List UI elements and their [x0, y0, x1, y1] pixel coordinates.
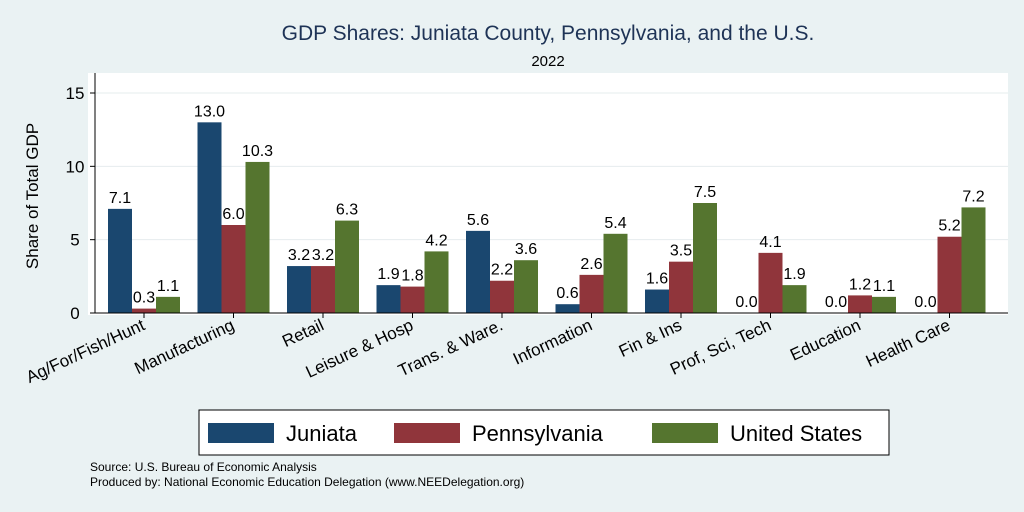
bar [424, 251, 449, 313]
data-label: 1.1 [157, 278, 179, 295]
bar [848, 295, 872, 313]
y-tick-label: 15 [66, 84, 85, 103]
bar [132, 308, 156, 313]
x-tick-label: Manufacturing [132, 315, 238, 378]
data-label: 0.0 [825, 294, 847, 311]
bar [335, 220, 359, 313]
data-label: 1.6 [646, 271, 668, 288]
bar [490, 280, 514, 313]
data-label: 0.0 [735, 294, 757, 311]
data-label: 1.9 [783, 266, 805, 283]
data-label: 5.2 [938, 218, 960, 235]
data-labels: 7.10.31.113.06.010.33.2 3.26.31.9 1.84.25.… [109, 103, 985, 311]
data-label: 0.0 [914, 294, 936, 311]
y-tick-label: 10 [66, 157, 85, 176]
bar [937, 236, 962, 313]
x-tick-label: Ag/For/Fish/Hunt [23, 315, 148, 387]
bar [156, 296, 180, 313]
y-axis-label: Share of Total GDP [23, 123, 42, 269]
chart-title: GDP Shares: Juniata County, Pennsylvania… [282, 22, 815, 45]
bar [197, 122, 222, 313]
source-note: Source: U.S. Bureau of Economic Analysis [90, 460, 317, 474]
data-label: 4.2 [425, 232, 447, 249]
data-label: 0.3 [133, 290, 155, 307]
legend-label: United States [730, 421, 862, 446]
data-label: 2.6 [580, 256, 602, 273]
bar [400, 286, 425, 313]
data-label: 3.2 [312, 247, 334, 264]
bar [758, 252, 783, 313]
y-tick-label: 0 [70, 304, 79, 323]
legend-box [198, 409, 890, 456]
chart-subtitle: 2022 [531, 53, 564, 70]
legend-swatch [394, 423, 460, 443]
data-label: 7.1 [109, 190, 131, 207]
data-label: 3.6 [515, 241, 537, 258]
data-label: 7.2 [962, 188, 984, 205]
bar [376, 285, 401, 313]
data-label: 3.5 [670, 243, 692, 260]
y-axis-ticks: 0 5 10 15 [66, 84, 95, 323]
bar [872, 296, 896, 313]
bar [603, 233, 628, 313]
data-label: 7.5 [694, 184, 716, 201]
produced-by-note: Produced by: National Economic Education… [90, 475, 525, 489]
bar [221, 225, 246, 313]
data-label: 5.6 [467, 212, 489, 229]
legend: Juniata Pennsylvania United States [198, 409, 890, 456]
bar [466, 230, 490, 313]
data-label: 5.4 [604, 215, 626, 232]
x-tick-label: Prof, Sci, Tech [667, 315, 774, 378]
bar [693, 203, 717, 313]
data-label: 4.1 [759, 234, 781, 251]
bar [579, 274, 604, 313]
bar [669, 261, 693, 313]
legend-label: Juniata [286, 421, 358, 446]
bar [555, 304, 580, 313]
bar [782, 285, 807, 313]
bar [311, 266, 335, 313]
bar [287, 266, 311, 313]
x-tick-label: Information [510, 315, 595, 368]
x-tick-label: Education [787, 315, 864, 364]
data-label: 0.6 [556, 285, 578, 302]
data-label: 1.1 [873, 278, 895, 295]
bars [108, 122, 986, 313]
bar [645, 289, 669, 313]
data-label: 6.0 [222, 206, 244, 223]
legend-swatch [652, 423, 718, 443]
data-label: 3.2 [288, 247, 310, 264]
data-label: 1.9 [377, 266, 399, 283]
data-label: 1.2 [849, 276, 871, 293]
bar [245, 161, 270, 313]
bar [514, 260, 538, 313]
data-label: 2.2 [491, 262, 513, 279]
x-tick-label: Retail [279, 315, 326, 351]
data-label: 13.0 [194, 103, 225, 120]
legend-label: Pennsylvania [472, 421, 604, 446]
data-label: 10.3 [242, 143, 273, 160]
legend-swatch [208, 423, 274, 443]
bar [108, 208, 132, 313]
data-label: 1.8 [401, 268, 423, 285]
bar [961, 207, 986, 313]
data-label: 6.3 [336, 202, 358, 219]
x-tick-label: Health Care [863, 315, 953, 371]
y-tick-label: 5 [70, 231, 79, 250]
x-tick-label: Fin & Ins [616, 315, 685, 361]
